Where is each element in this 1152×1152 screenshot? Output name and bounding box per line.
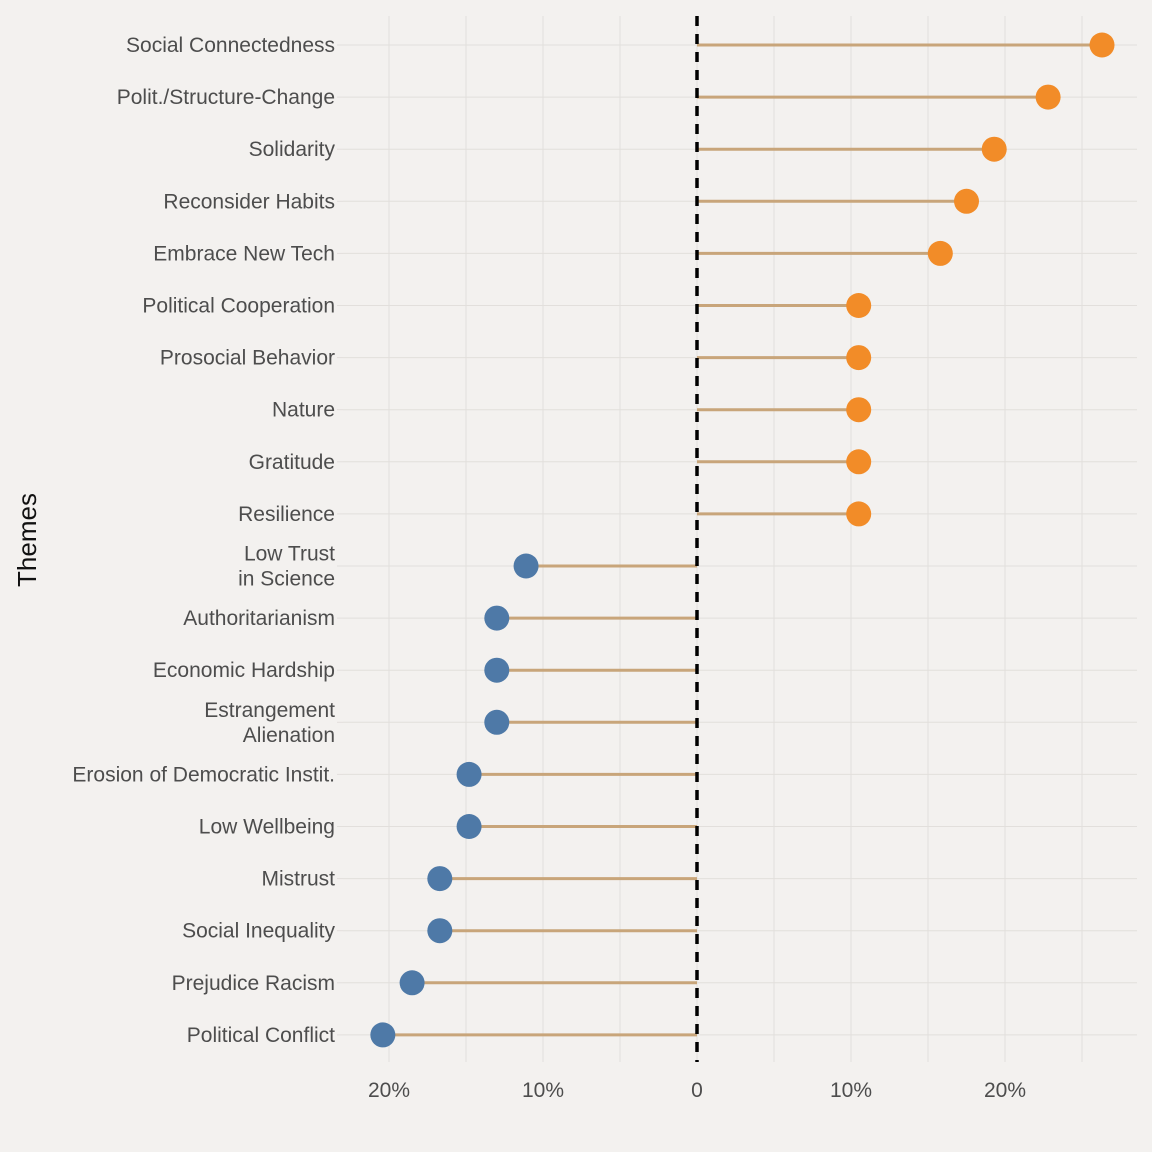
data-point: [846, 449, 872, 475]
x-tick-label: 20%: [368, 1079, 410, 1102]
data-point: [399, 970, 425, 996]
category-labels: Social Connectedness Polit./Structure-Cha…: [72, 34, 335, 1047]
category-label-line: Social Inequality: [182, 920, 335, 943]
grid-lines: [337, 16, 1137, 1062]
x-tick-label: 10%: [522, 1079, 564, 1102]
category-label: Low Wellbeing: [199, 816, 335, 839]
data-point: [1089, 32, 1115, 58]
data-point: [456, 814, 482, 839]
category-label: Social Connectedness: [126, 34, 335, 57]
category-label-line: Political Cooperation: [142, 295, 335, 318]
category-label-line: Economic Hardship: [153, 659, 335, 682]
x-tick-label: 20%: [984, 1079, 1026, 1102]
category-label-line: Mistrust: [262, 868, 336, 891]
category-label: Social Inequality: [182, 920, 335, 943]
category-label: Solidarity: [249, 138, 336, 161]
category-label: Economic Hardship: [153, 659, 335, 682]
category-label: Nature: [272, 399, 335, 422]
category-label: Mistrust: [262, 868, 336, 891]
data-point: [981, 136, 1007, 162]
category-label-line: Embrace New Tech: [153, 242, 335, 265]
category-label-line: Prosocial Behavior: [160, 347, 335, 370]
category-label-line: Low Wellbeing: [199, 816, 335, 839]
category-label-line: in Science: [238, 568, 335, 591]
category-label: Erosion of Democratic Instit.: [72, 763, 335, 786]
category-label-line: Solidarity: [249, 138, 336, 161]
category-label-line: Political Conflict: [187, 1024, 335, 1047]
category-label-line: Low Trust: [244, 543, 335, 566]
data-point: [484, 709, 510, 735]
category-label-line: Gratitude: [249, 451, 335, 474]
data-point: [846, 501, 872, 527]
data-point: [427, 866, 453, 892]
y-axis-title: Themes: [12, 493, 42, 587]
category-label: Low Trust in Science: [238, 543, 335, 591]
category-label-line: Reconsider Habits: [163, 190, 335, 213]
category-label: Estrangement Alienation: [204, 699, 335, 747]
category-label-line: Prejudice Racism: [172, 972, 335, 995]
category-label: Political Conflict: [187, 1024, 335, 1047]
category-label: Authoritarianism: [183, 607, 335, 630]
x-tick-label: 10%: [830, 1079, 872, 1102]
points: [370, 32, 1115, 1048]
data-point: [846, 293, 872, 318]
data-point: [846, 345, 872, 371]
data-point: [513, 553, 539, 579]
category-label-line: Social Connectedness: [126, 34, 335, 57]
category-label-line: Polit./Structure-Change: [117, 86, 335, 109]
category-label: Prejudice Racism: [172, 972, 335, 995]
category-label: Resilience: [238, 503, 335, 526]
category-label: Gratitude: [249, 451, 335, 474]
category-label-line: Erosion of Democratic Instit.: [72, 763, 335, 786]
data-point: [427, 918, 453, 944]
x-tick-label: 0: [691, 1079, 703, 1102]
data-point: [846, 397, 872, 423]
category-label: Reconsider Habits: [163, 190, 335, 213]
data-point: [954, 188, 979, 214]
category-label-line: Alienation: [243, 724, 335, 747]
x-axis-tick-labels: 20% 10% 0 10% 20%: [368, 1079, 1026, 1102]
data-point: [1035, 84, 1061, 110]
category-label: Prosocial Behavior: [160, 347, 335, 370]
data-point: [370, 1022, 396, 1048]
category-label: Polit./Structure-Change: [117, 86, 335, 109]
stems: [382, 43, 1103, 1037]
data-point: [484, 605, 510, 631]
data-point: [456, 761, 482, 787]
category-label-line: Authoritarianism: [183, 607, 335, 630]
category-label-line: Nature: [272, 399, 335, 422]
category-label: Political Cooperation: [142, 295, 335, 318]
category-label-line: Estrangement: [204, 699, 335, 722]
category-label: Embrace New Tech: [153, 242, 335, 265]
data-point: [927, 240, 953, 266]
data-point: [484, 657, 510, 683]
category-label-line: Resilience: [238, 503, 335, 526]
